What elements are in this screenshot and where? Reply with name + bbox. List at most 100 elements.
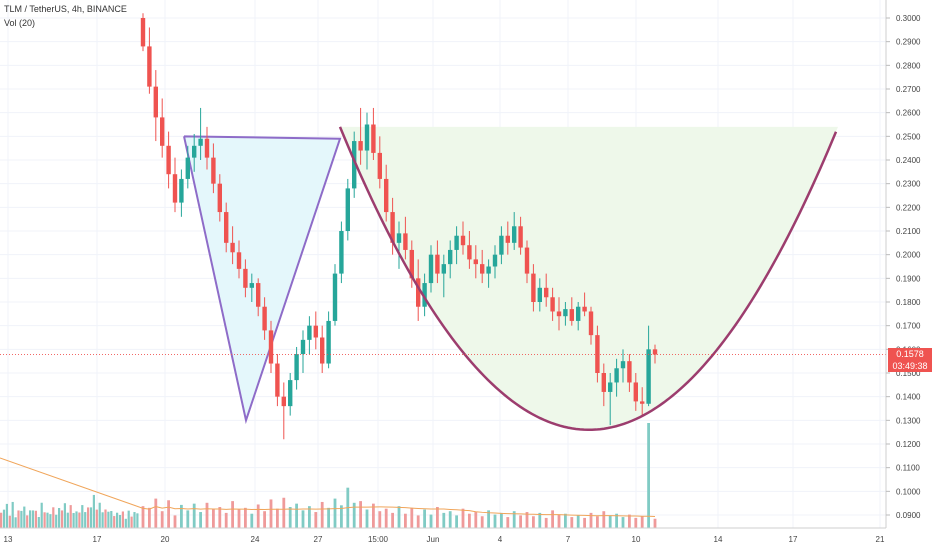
candle-body: [275, 363, 280, 397]
candle-body: [422, 283, 427, 307]
candle-body: [640, 401, 645, 404]
volume-bar: [11, 501, 14, 528]
volume-bar: [404, 513, 407, 528]
price-axis[interactable]: 0.3000 0.2900 0.2800 0.2700 0.2600 0.2500 0.24…: [885, 0, 921, 528]
candle-body: [281, 396, 286, 407]
volume-bar: [75, 511, 78, 528]
volume-bar: [98, 502, 101, 528]
candle-body: [460, 235, 466, 246]
cup-fill-area: [340, 126, 838, 430]
volume-bar: [167, 500, 170, 528]
candle-body: [403, 233, 408, 250]
candle-body: [364, 124, 370, 151]
x-tick-label: 15:00: [368, 535, 389, 544]
candlesticks: [140, 13, 658, 440]
candle-body: [409, 249, 414, 279]
volume-bar: [532, 516, 535, 528]
volume-bar: [352, 502, 356, 528]
volume-bar: [301, 510, 305, 528]
x-tick-label: Jun: [427, 535, 440, 544]
volume-bar: [130, 516, 133, 528]
volume-bar: [448, 511, 452, 528]
volume-bar: [84, 512, 87, 528]
candle-body: [153, 86, 158, 118]
volume-bar: [525, 512, 529, 528]
candle-body: [531, 273, 536, 302]
cup-curve: [338, 126, 838, 432]
volume-bar: [500, 512, 503, 528]
time-axis[interactable]: 13 17 20 24 27 15:00 Jun 4 7 10 14 17 21: [0, 527, 886, 544]
y-tick-label: 0.2400: [896, 156, 921, 165]
candle-body: [492, 254, 498, 267]
candle-body: [172, 174, 178, 203]
volume-bar: [205, 502, 209, 528]
volume-bar: [2, 509, 6, 528]
volume-bar: [60, 510, 64, 528]
candle-body: [441, 264, 446, 274]
volume-bar: [192, 503, 196, 528]
candle-body: [339, 231, 344, 274]
volume-bar: [141, 506, 145, 528]
volume-bar: [269, 499, 273, 528]
candle-body: [518, 226, 523, 248]
volume-bar: [429, 514, 433, 528]
volume-bar: [410, 507, 414, 528]
candle-body: [416, 278, 421, 307]
volume-bar: [391, 512, 394, 528]
volume-bar: [101, 512, 104, 528]
candle-body: [249, 283, 254, 288]
volume-bar: [276, 508, 279, 528]
volume-bar: [92, 494, 95, 528]
volume-bar: [23, 506, 26, 528]
volume-bar: [576, 515, 580, 528]
candle-body: [467, 245, 472, 260]
volume-bar: [551, 510, 554, 528]
candle-body: [320, 337, 325, 364]
x-tick-label: 4: [498, 535, 503, 544]
y-tick-label: 0.1800: [896, 298, 921, 307]
volume-bar: [461, 508, 465, 528]
candle-body: [294, 354, 299, 381]
candle-body: [268, 330, 274, 364]
volume-bar: [519, 515, 522, 528]
volume-indicator-label[interactable]: Vol (20): [4, 18, 36, 28]
volume-bar: [288, 507, 292, 528]
volume-bar: [589, 512, 593, 528]
volume-bar: [282, 497, 286, 528]
volume-bar: [186, 510, 190, 528]
volume-ma-line: [0, 457, 656, 518]
candle-body: [614, 368, 619, 383]
y-tick-label: 0.2500: [896, 132, 921, 141]
y-tick-label: 0.1100: [896, 464, 920, 473]
volume-bar: [378, 511, 382, 528]
volume-bar: [180, 504, 183, 528]
candle-body: [217, 183, 222, 213]
y-tick-label: 0.2200: [896, 203, 921, 212]
volume-bar: [640, 516, 644, 528]
volume-bar: [110, 510, 113, 528]
symbol-title: TLM / TetherUS, 4h, BINANCE: [4, 4, 127, 14]
volume-bar: [538, 512, 542, 528]
volume-bar: [116, 512, 119, 528]
volume-bar: [384, 508, 388, 528]
candle-body: [512, 226, 517, 243]
candle-body: [332, 273, 338, 321]
y-tick-label: 0.1700: [896, 322, 921, 331]
volume-bar: [487, 510, 490, 528]
volume-bar: [314, 512, 318, 528]
volume-bar: [14, 517, 17, 528]
candle-body: [499, 235, 504, 255]
candle-body: [448, 249, 453, 265]
volume-bar: [474, 512, 478, 528]
volume-bar: [340, 505, 343, 528]
volume-bar: [647, 423, 650, 528]
volume-bar: [8, 515, 11, 528]
volume-bar: [107, 511, 110, 528]
volume-bar: [78, 512, 81, 528]
candle-body: [288, 380, 293, 407]
volume-bar: [34, 510, 37, 528]
candle-body: [428, 254, 434, 284]
candle-body: [313, 325, 318, 338]
candle-body: [563, 309, 568, 317]
